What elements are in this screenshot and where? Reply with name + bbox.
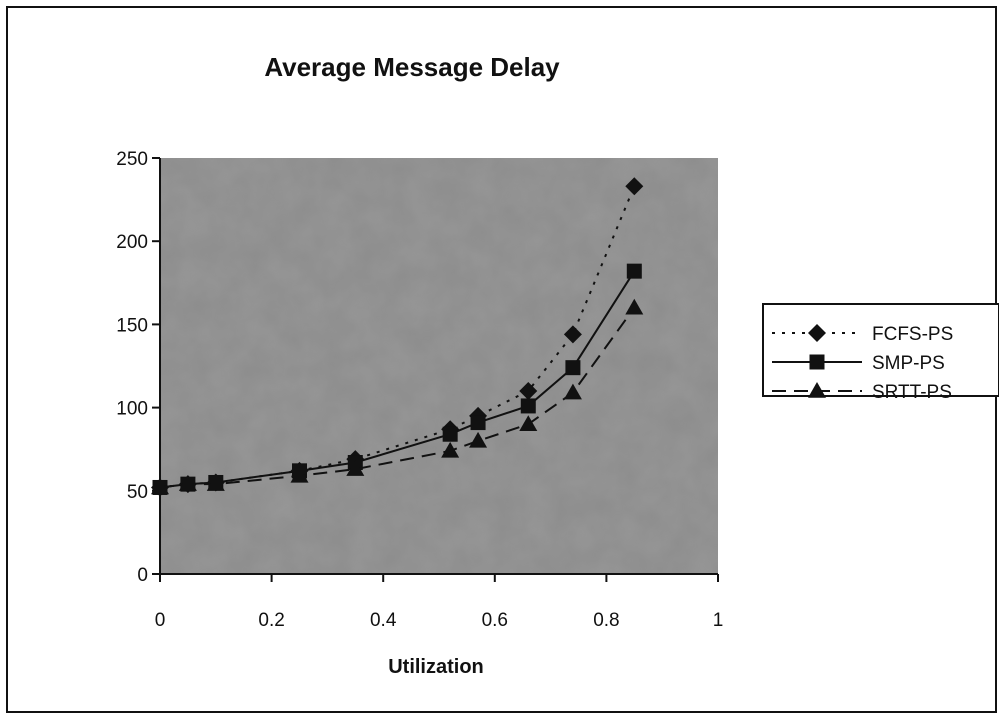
data-point <box>520 398 536 414</box>
data-point <box>519 381 538 400</box>
legend-label: FCFS-PS <box>872 324 953 345</box>
data-point <box>206 475 225 491</box>
data-point <box>290 466 309 483</box>
data-point <box>178 475 197 491</box>
x-axis-title: Utilization <box>388 656 484 678</box>
legend: FCFS-PS SMP-PS SRTT-PS <box>762 303 999 403</box>
data-point <box>625 177 644 196</box>
legend-marker <box>808 324 826 342</box>
x-tick-label: 0.6 <box>482 610 508 631</box>
x-tick-label: 0 <box>155 610 166 631</box>
data-point <box>469 431 488 448</box>
y-tick-label: 50 <box>127 482 148 503</box>
legend-label: SMP-PS <box>872 353 945 374</box>
axes <box>159 158 718 575</box>
y-tick-label: 0 <box>137 565 148 586</box>
x-ticks: 0 0.2 0.4 0.6 0.8 1 <box>155 574 724 631</box>
x-tick-label: 0.8 <box>593 610 619 631</box>
data-point <box>441 441 460 458</box>
legend-entry: SRTT-PS <box>772 382 952 403</box>
data-point <box>565 360 581 376</box>
y-tick-label: 200 <box>116 232 148 253</box>
x-tick-label: 1 <box>713 610 724 631</box>
plot-texture <box>160 158 718 574</box>
data-point <box>151 478 169 495</box>
legend-entry: SMP-PS <box>772 353 945 374</box>
y-tick-label: 250 <box>116 149 148 170</box>
data-point <box>519 415 538 431</box>
legend-marker <box>809 354 825 370</box>
y-tick-label: 100 <box>116 399 148 420</box>
data-point <box>626 263 642 279</box>
data-point <box>563 325 582 344</box>
data-point <box>346 460 365 476</box>
legend-entry: FCFS-PS <box>772 324 953 345</box>
y-tick-label: 150 <box>116 315 148 336</box>
data-point <box>470 415 486 431</box>
data-point <box>625 298 644 315</box>
x-tick-label: 0.2 <box>258 610 284 631</box>
data-point <box>563 383 582 400</box>
plot-area <box>160 158 718 574</box>
legend-label: SRTT-PS <box>872 382 952 403</box>
chart-title: Average Message Delay <box>264 52 560 82</box>
data-point <box>442 426 458 442</box>
series-line <box>159 307 636 489</box>
legend-box <box>762 303 999 397</box>
y-ticks: 0 50 100 150 200 250 <box>116 149 160 586</box>
x-tick-label: 0.4 <box>370 610 397 631</box>
legend-marker <box>808 382 826 398</box>
series-line <box>159 270 636 489</box>
series-srtt-ps <box>151 298 644 495</box>
series-layer <box>151 177 644 497</box>
